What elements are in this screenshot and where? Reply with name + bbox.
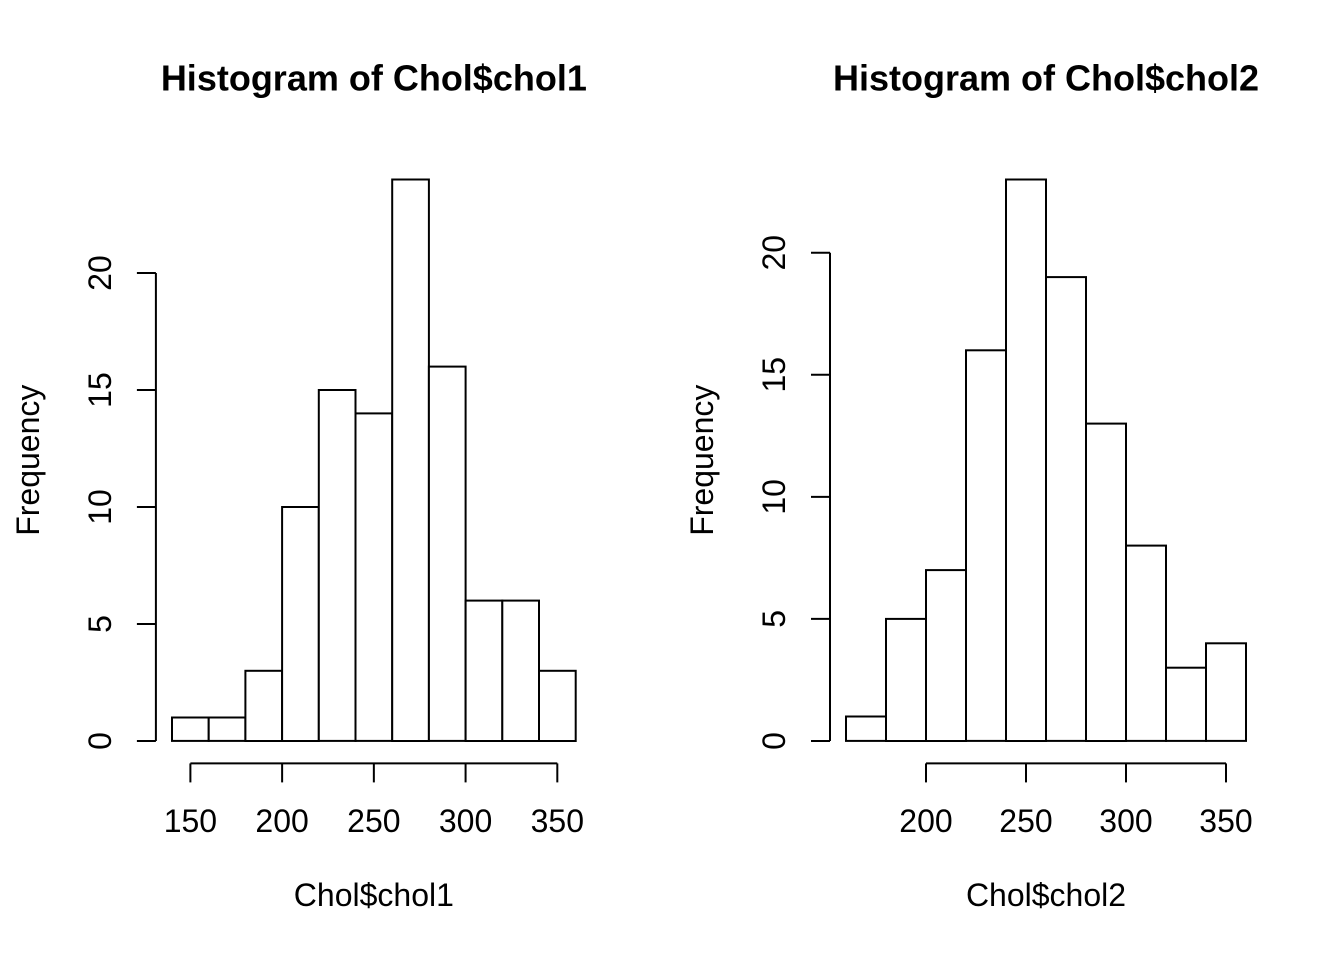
histogram-bar <box>1205 642 1247 742</box>
x-tick-label: 200 <box>255 803 308 839</box>
x-tick-label: 350 <box>531 803 584 839</box>
x-tick-label: 300 <box>439 803 492 839</box>
histogram-bar <box>1125 544 1167 742</box>
chart-title: Histogram of Chol$chol2 <box>833 58 1259 99</box>
histogram-bar <box>965 349 1007 742</box>
histogram-bar <box>885 617 927 743</box>
y-tick-label: 15 <box>82 372 118 408</box>
x-axis-label: Chol$chol2 <box>966 877 1126 913</box>
histogram-bar <box>845 715 887 742</box>
y-tick-label: 15 <box>756 357 792 393</box>
y-axis-label: Frequency <box>10 385 46 536</box>
histogram-bar <box>1045 276 1087 742</box>
histogram-bar <box>354 412 394 742</box>
x-tick-label: 250 <box>999 803 1052 839</box>
histogram-bar <box>464 599 504 742</box>
y-tick-label: 5 <box>82 615 118 633</box>
y-tick-label: 10 <box>82 489 118 525</box>
histogram-bar <box>207 716 247 742</box>
y-tick-label: 0 <box>756 732 792 750</box>
histogram-bar <box>1005 178 1047 742</box>
x-tick-label: 300 <box>1099 803 1152 839</box>
x-tick-label: 350 <box>1199 803 1252 839</box>
histogram-bar <box>925 569 967 742</box>
histogram-bar <box>391 178 430 742</box>
chart-title: Histogram of Chol$chol1 <box>161 58 587 99</box>
histogram-bar <box>317 389 357 742</box>
histogram-bar <box>281 506 320 742</box>
histogram-bar <box>171 716 210 742</box>
x-tick-label: 250 <box>347 803 400 839</box>
histogram-bar <box>501 599 540 742</box>
histogram-bar <box>1085 422 1127 742</box>
x-tick-label: 150 <box>164 803 217 839</box>
y-axis-label: Frequency <box>684 385 720 536</box>
y-tick-label: 0 <box>82 732 118 750</box>
y-tick-label: 20 <box>756 235 792 271</box>
y-tick-label: 10 <box>756 479 792 515</box>
histogram-bar <box>1165 666 1207 742</box>
x-axis-label: Chol$chol1 <box>294 877 454 913</box>
histogram-bar <box>244 669 284 742</box>
y-tick-label: 20 <box>82 255 118 291</box>
x-tick-label: 200 <box>899 803 952 839</box>
histogram-bar <box>427 365 467 742</box>
histogram-bar <box>538 669 577 742</box>
y-tick-label: 5 <box>756 610 792 628</box>
